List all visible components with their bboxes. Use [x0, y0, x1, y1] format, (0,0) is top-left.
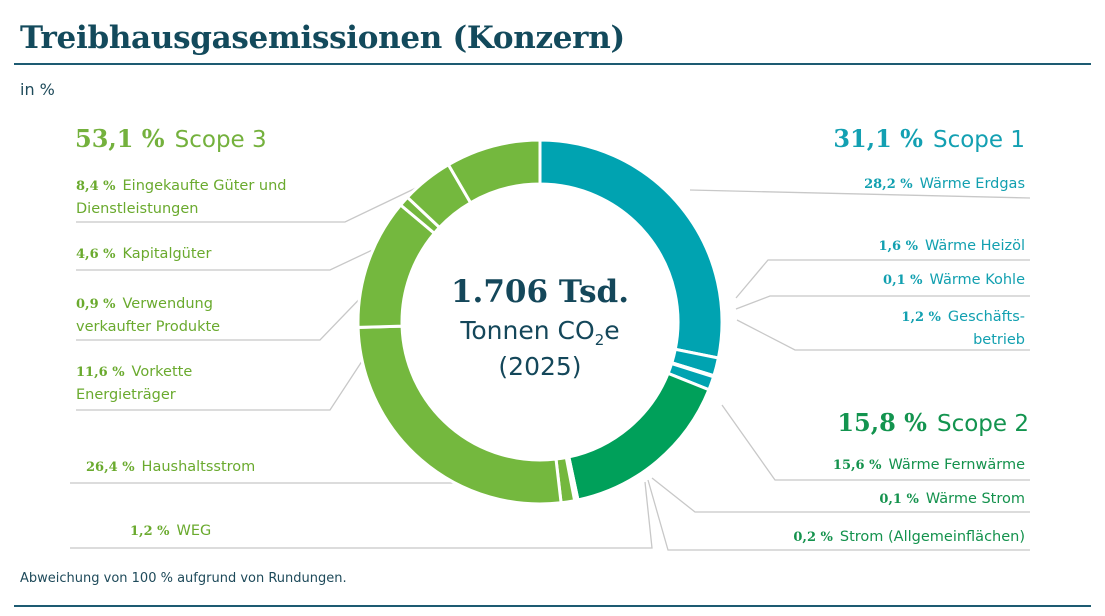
- label-text: WEG: [176, 523, 212, 539]
- scope3-name: Scope 3: [174, 127, 267, 153]
- leader-line-1: [76, 243, 386, 271]
- unit-label: in %: [20, 80, 55, 99]
- label-strom-allgemeinflaechen: 0,2 % Strom (Allgemeinflächen): [705, 526, 1025, 549]
- donut-slice-4: [567, 371, 711, 502]
- label-text: Geschäfts-betrieb: [947, 309, 1025, 348]
- label-geschaeftsbetrieb: 1,2 % Geschäfts-betrieb: [885, 306, 1025, 352]
- label-waerme-erdgas: 28,2 % Wärme Erdgas: [765, 173, 1025, 196]
- center-total: 1.706 Tsd.: [450, 274, 629, 310]
- label-pct: 26,4 %: [86, 460, 135, 475]
- label-text: Vorkette Energieträger: [76, 364, 193, 403]
- leader-line-7: [735, 259, 1030, 299]
- label-pct: 4,6 %: [76, 247, 116, 262]
- label-waerme-fernwaerme: 15,6 % Wärme Fernwärme: [725, 454, 1025, 477]
- bottom-rule: [14, 605, 1091, 607]
- label-pct: 11,6 %: [76, 365, 125, 380]
- center-year: (2025): [498, 352, 582, 381]
- label-weg: 1,2 % WEG: [130, 520, 290, 543]
- label-haushaltsstrom: 26,4 % Haushaltsstrom: [86, 456, 346, 479]
- scope1-name: Scope 1: [932, 127, 1025, 153]
- center-unit-suffix: e: [604, 316, 620, 345]
- label-pct: 1,2 %: [130, 524, 170, 539]
- label-waerme-heizoel: 1,6 % Wärme Heizöl: [765, 235, 1025, 258]
- label-text: Wärme Strom: [925, 491, 1025, 507]
- label-kapitalgueter: 4,6 % Kapitalgüter: [76, 243, 306, 266]
- scope2-header: 15,8 % Scope 2: [837, 408, 1029, 437]
- label-text: Verwendung verkaufter Produkte: [76, 296, 221, 335]
- center-unit: Tonnen CO2e: [400, 316, 680, 349]
- label-pct: 0,1 %: [883, 273, 923, 288]
- scope3-pct: 53,1 %: [75, 124, 165, 153]
- chart-title: Treibhausgasemissionen (Konzern): [20, 20, 625, 56]
- label-text: Strom (Allgemeinflächen): [839, 529, 1025, 545]
- leader-line-10: [721, 404, 1030, 481]
- leader-line-11: [651, 477, 1030, 513]
- donut-slice-12: [446, 138, 542, 205]
- label-verwendung: 0,9 % Verwendung verkaufter Produkte: [76, 293, 286, 339]
- label-waerme-strom: 0,1 % Wärme Strom: [725, 488, 1025, 511]
- top-rule: [14, 63, 1091, 65]
- label-text: Wärme Erdgas: [919, 176, 1025, 192]
- label-pct: 8,4 %: [76, 179, 116, 194]
- leader-line-12: [647, 479, 1030, 551]
- center-unit-subscript: 2: [594, 331, 605, 349]
- leader-line-5: [70, 481, 653, 549]
- scope2-name: Scope 2: [936, 411, 1029, 437]
- label-pct: 0,2 %: [793, 530, 833, 545]
- scope1-pct: 31,1 %: [833, 124, 923, 153]
- label-text: Kapitalgüter: [122, 246, 212, 262]
- label-pct: 1,6 %: [878, 239, 918, 254]
- label-waerme-kohle: 0,1 % Wärme Kohle: [765, 269, 1025, 292]
- scope1-header: 31,1 % Scope 1: [833, 124, 1025, 153]
- label-pct: 1,2 %: [901, 310, 941, 325]
- label-text: Wärme Fernwärme: [888, 457, 1025, 473]
- label-pct: 0,9 %: [76, 297, 116, 312]
- label-vorkette: 11,6 % Vorkette Energieträger: [76, 361, 246, 407]
- label-eingekaufte-gueter: 8,4 % Eingekaufte Güter und Dienstleistun…: [76, 175, 306, 221]
- leader-line-9: [736, 319, 1030, 351]
- leader-line-2: [76, 285, 373, 341]
- label-text: Haushaltsstrom: [141, 459, 256, 475]
- label-text: Eingekaufte Güter und Dienstleistungen: [76, 178, 287, 217]
- leader-line-6: [689, 189, 1031, 199]
- label-pct: 15,6 %: [832, 458, 882, 473]
- center-unit-prefix: Tonnen CO: [460, 316, 595, 345]
- leader-line-0: [76, 186, 419, 223]
- label-pct: 0,1 %: [879, 492, 919, 507]
- leader-line-3: [76, 351, 369, 411]
- leader-line-8: [735, 295, 1030, 310]
- label-text: Wärme Heizöl: [924, 238, 1025, 254]
- scope3-header: 53,1 % Scope 3: [75, 124, 267, 153]
- scope2-pct: 15,8 %: [837, 408, 927, 437]
- footnote: Abweichung von 100 % aufgrund von Rundun…: [20, 571, 347, 586]
- label-text: Wärme Kohle: [929, 272, 1025, 288]
- label-pct: 28,2 %: [864, 177, 913, 192]
